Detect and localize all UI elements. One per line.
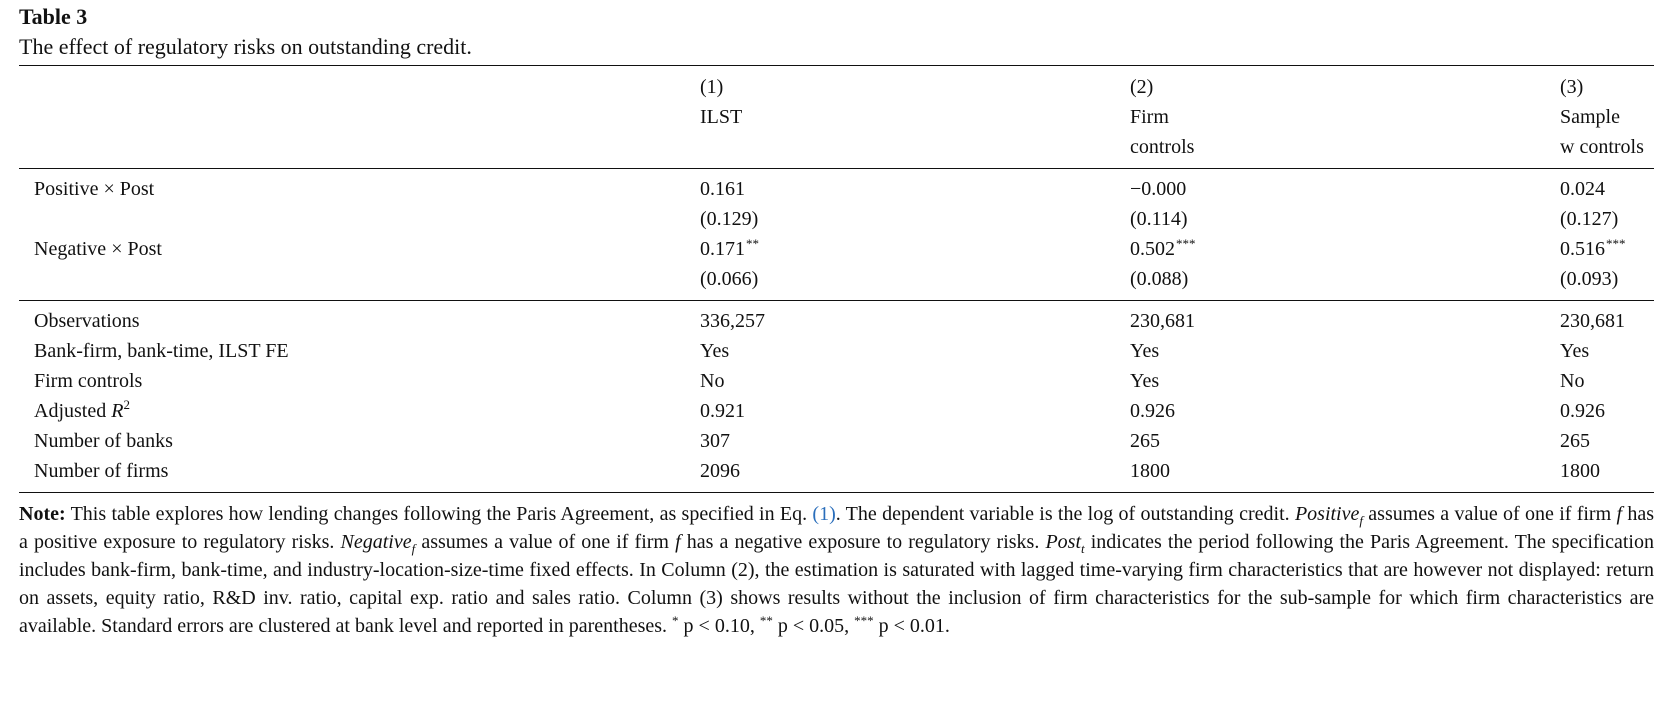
header-col2-title: Firm <box>1130 106 1169 128</box>
header-col2-subtitle: controls <box>1130 132 1560 169</box>
stat-row-firm-controls: Firm controls No Yes No <box>19 366 1654 396</box>
row-label: Negative × Post <box>34 238 162 260</box>
header-col3-subtitle: w controls <box>1560 132 1654 169</box>
row-label: Firm controls <box>34 370 143 392</box>
se-cell: (0.088) <box>1130 264 1560 301</box>
stat-row-number-of-banks: Number of banks 307 265 265 <box>19 426 1654 456</box>
stat-cell: Yes <box>1130 370 1160 392</box>
stat-cell: Yes <box>1560 340 1590 362</box>
header-col3-title: Sample <box>1560 106 1620 128</box>
coef-cell: 0.502*** <box>1130 236 1196 260</box>
stat-row-adjusted-r2: Adjusted R2 0.921 0.926 0.926 <box>19 396 1654 426</box>
stat-cell: 336,257 <box>700 310 765 332</box>
se-row-negative: (0.066) (0.088) (0.093) <box>19 264 1654 301</box>
header-col1-subtitle <box>700 132 1130 169</box>
row-label: Number of firms <box>19 456 700 493</box>
header-row-1: (1) (2) (3) <box>19 65 1654 102</box>
stat-cell: 0.921 <box>700 400 745 422</box>
coef-cell: 0.516*** <box>1560 236 1626 260</box>
header-col1-number: (1) <box>700 65 1130 102</box>
stat-cell: 0.926 <box>1130 400 1175 422</box>
coef-row-positive: Positive × Post 0.161 −0.000 0.024 <box>19 169 1654 205</box>
regression-table: (1) (2) (3) ILST Firm Sample controls w … <box>19 65 1654 493</box>
se-cell: (0.114) <box>1130 208 1188 230</box>
coef-cell: −0.000 <box>1130 178 1187 200</box>
table-label: Table 3 <box>19 4 88 29</box>
row-label: Positive × Post <box>34 178 155 200</box>
stat-cell: 2096 <box>700 456 1130 493</box>
header-col3-number: (3) <box>1560 65 1654 102</box>
row-label: Adjusted R2 <box>34 397 130 422</box>
header-col2-number: (2) <box>1130 65 1560 102</box>
stat-cell: 0.926 <box>1560 400 1605 422</box>
stat-row-fixed-effects: Bank-firm, bank-time, ILST FE Yes Yes Ye… <box>19 336 1654 366</box>
stat-cell: 265 <box>1560 430 1590 452</box>
stat-cell: 1800 <box>1560 456 1654 493</box>
header-col1-title: ILST <box>700 106 743 128</box>
stat-row-observations: Observations 336,257 230,681 230,681 <box>19 301 1654 337</box>
se-cell: (0.127) <box>1560 208 1619 230</box>
header-row-3: controls w controls <box>19 132 1654 169</box>
table-container: Table 3 The effect of regulatory risks o… <box>19 0 1672 640</box>
table-caption: The effect of regulatory risks on outsta… <box>19 34 472 59</box>
stat-cell: Yes <box>1130 340 1160 362</box>
coef-row-negative: Negative × Post 0.171** 0.502*** 0.516**… <box>19 234 1654 264</box>
se-cell: (0.129) <box>700 208 759 230</box>
se-row-positive: (0.129) (0.114) (0.127) <box>19 204 1654 234</box>
stat-cell: 265 <box>1130 430 1160 452</box>
stat-cell: No <box>1560 370 1585 392</box>
se-cell: (0.093) <box>1560 264 1654 301</box>
coef-cell: 0.024 <box>1560 178 1605 200</box>
stat-cell: 230,681 <box>1130 310 1195 332</box>
stat-cell: Yes <box>700 340 730 362</box>
row-label: Observations <box>34 310 140 332</box>
coef-cell: 0.171** <box>700 236 759 260</box>
coef-cell: 0.161 <box>700 178 745 200</box>
row-label: Number of banks <box>34 430 173 452</box>
table-note: Note: This table explores how lending ch… <box>19 503 1654 637</box>
row-label: Bank-firm, bank-time, ILST FE <box>34 340 289 362</box>
stat-cell: 307 <box>700 430 730 452</box>
se-cell: (0.066) <box>700 264 1130 301</box>
header-stub <box>19 65 700 102</box>
stat-cell: 1800 <box>1130 456 1560 493</box>
stat-cell: No <box>700 370 725 392</box>
stat-cell: 230,681 <box>1560 310 1625 332</box>
stat-row-number-of-firms: Number of firms 2096 1800 1800 <box>19 456 1654 493</box>
header-row-2: ILST Firm Sample <box>19 102 1654 132</box>
note-lead: Note: <box>19 503 66 525</box>
equation-reference-link[interactable]: (1) <box>812 503 836 525</box>
